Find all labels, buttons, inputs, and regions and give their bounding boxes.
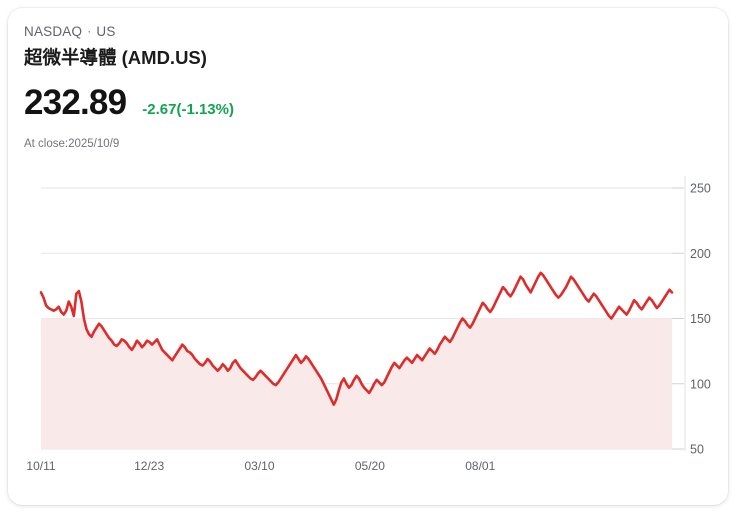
region-label: US — [96, 24, 116, 39]
y-axis-tick-label: 250 — [690, 182, 711, 196]
exchange-row: NASDAQ · US — [24, 22, 584, 41]
price-line — [39, 271, 674, 406]
x-axis-tick-label: 03/10 — [244, 459, 274, 473]
market-status-note: At close:2025/10/9 — [24, 138, 120, 150]
price-area-fill — [41, 318, 672, 449]
x-axis-tick-label: 10/11 — [26, 459, 55, 473]
page-title: 超微半導體 (AMD.US) — [24, 47, 207, 68]
price-change: -2.67(-1.13%) — [142, 101, 234, 118]
quote-header: NASDAQ · US 超微半導體 (AMD.US) 232.89 -2.67(-1… — [24, 22, 584, 152]
exchange-name: NASDAQ — [24, 24, 83, 39]
price-chart[interactable]: 250 200 150 100 50 10/11 12/23 03/10 05/20 08/01 — [8, 168, 728, 478]
y-axis-tick-label: 50 — [690, 443, 704, 457]
current-price: 232.89 — [24, 83, 127, 122]
stock-quote-card: NASDAQ · US 超微半導體 (AMD.US) 232.89 -2.67(-1… — [8, 8, 728, 505]
y-axis-tick-label: 150 — [690, 312, 711, 326]
price-chart-svg[interactable]: 250 200 150 100 50 10/11 12/23 03/10 05/20 08/01 — [8, 168, 728, 478]
x-axis-labels: 10/11 12/23 03/10 05/20 08/01 — [26, 459, 495, 473]
y-axis-labels: 250 200 150 100 50 — [690, 182, 711, 457]
y-axis-tick-label: 200 — [690, 247, 711, 261]
x-axis-tick-label: 12/23 — [134, 459, 164, 473]
chart-tickmarks — [672, 187, 684, 450]
y-axis-tick-label: 100 — [690, 377, 711, 391]
x-axis-tick-label: 08/01 — [465, 459, 495, 473]
x-axis-tick-label: 05/20 — [355, 459, 385, 473]
price-row: 232.89 -2.67(-1.13%) — [24, 84, 584, 122]
separator-dot: · — [87, 24, 92, 38]
